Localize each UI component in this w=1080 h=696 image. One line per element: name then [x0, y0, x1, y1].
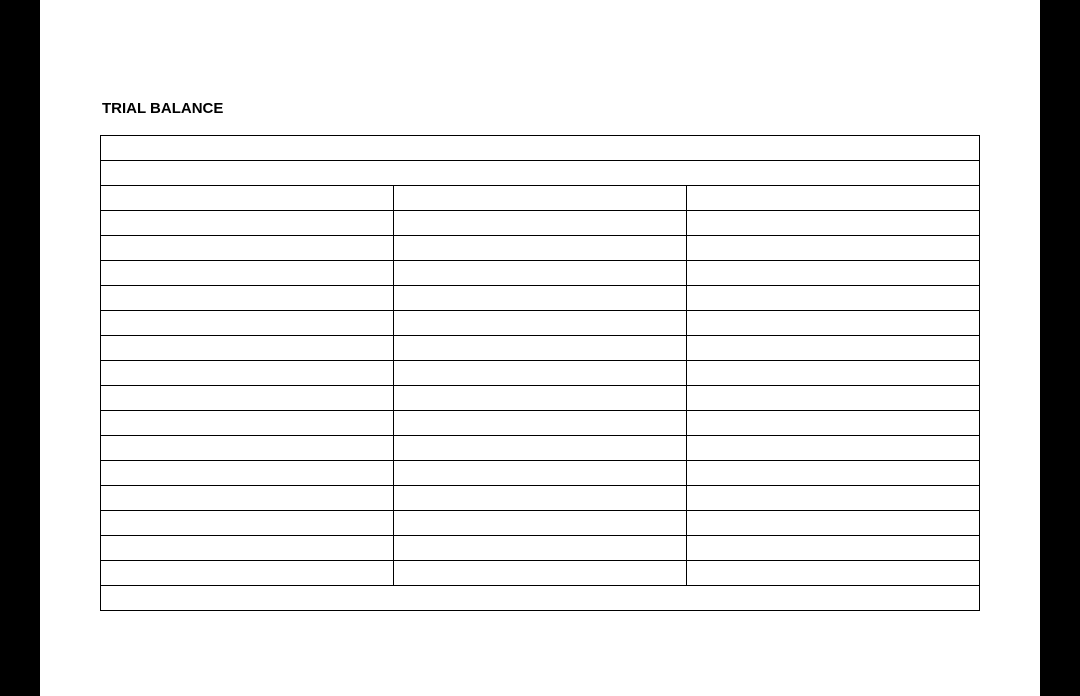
cell-description — [101, 536, 394, 561]
cell-description — [101, 236, 394, 261]
cell-amount1 — [394, 261, 687, 286]
table-row — [101, 261, 980, 286]
cell-amount2 — [687, 186, 980, 211]
table-footer-cell — [101, 586, 980, 611]
table-row — [101, 286, 980, 311]
table-row — [101, 211, 980, 236]
cell-description — [101, 411, 394, 436]
table-row — [101, 461, 980, 486]
cell-description — [101, 261, 394, 286]
cell-amount1 — [394, 561, 687, 586]
table-row — [101, 236, 980, 261]
table-row — [101, 386, 980, 411]
cell-description — [101, 286, 394, 311]
cell-amount1 — [394, 286, 687, 311]
cell-amount2 — [687, 436, 980, 461]
cell-description — [101, 311, 394, 336]
table-header-row — [101, 161, 980, 186]
cell-amount2 — [687, 236, 980, 261]
cell-amount1 — [394, 361, 687, 386]
cell-description — [101, 461, 394, 486]
cell-amount1 — [394, 536, 687, 561]
cell-amount2 — [687, 311, 980, 336]
cell-amount2 — [687, 486, 980, 511]
cell-amount1 — [394, 486, 687, 511]
cell-amount2 — [687, 561, 980, 586]
trial-balance-tbody — [101, 136, 980, 611]
cell-amount1 — [394, 211, 687, 236]
table-row — [101, 486, 980, 511]
cell-description — [101, 361, 394, 386]
cell-amount2 — [687, 286, 980, 311]
cell-description — [101, 186, 394, 211]
cell-amount1 — [394, 186, 687, 211]
table-row — [101, 186, 980, 211]
table-row — [101, 361, 980, 386]
cell-amount2 — [687, 361, 980, 386]
cell-amount1 — [394, 236, 687, 261]
cell-amount1 — [394, 311, 687, 336]
cell-description — [101, 211, 394, 236]
cell-amount2 — [687, 511, 980, 536]
trial-balance-table — [100, 135, 980, 611]
cell-amount1 — [394, 411, 687, 436]
table-header-cell — [101, 161, 980, 186]
table-row — [101, 536, 980, 561]
document-title: TRIAL BALANCE — [102, 100, 980, 117]
cell-amount1 — [394, 461, 687, 486]
cell-amount2 — [687, 336, 980, 361]
table-row — [101, 561, 980, 586]
table-row — [101, 436, 980, 461]
cell-description — [101, 436, 394, 461]
table-row — [101, 311, 980, 336]
table-footer-row — [101, 586, 980, 611]
cell-description — [101, 386, 394, 411]
table-row — [101, 336, 980, 361]
cell-amount2 — [687, 461, 980, 486]
cell-amount2 — [687, 411, 980, 436]
cell-amount2 — [687, 386, 980, 411]
table-row — [101, 411, 980, 436]
cell-description — [101, 561, 394, 586]
cell-amount2 — [687, 536, 980, 561]
cell-amount2 — [687, 211, 980, 236]
table-row — [101, 511, 980, 536]
cell-amount1 — [394, 386, 687, 411]
cell-amount1 — [394, 511, 687, 536]
cell-description — [101, 486, 394, 511]
cell-description — [101, 511, 394, 536]
cell-amount2 — [687, 261, 980, 286]
document-page: TRIAL BALANCE — [40, 0, 1040, 696]
cell-description — [101, 336, 394, 361]
cell-amount1 — [394, 436, 687, 461]
cell-amount1 — [394, 336, 687, 361]
table-header-row — [101, 136, 980, 161]
table-header-cell — [101, 136, 980, 161]
